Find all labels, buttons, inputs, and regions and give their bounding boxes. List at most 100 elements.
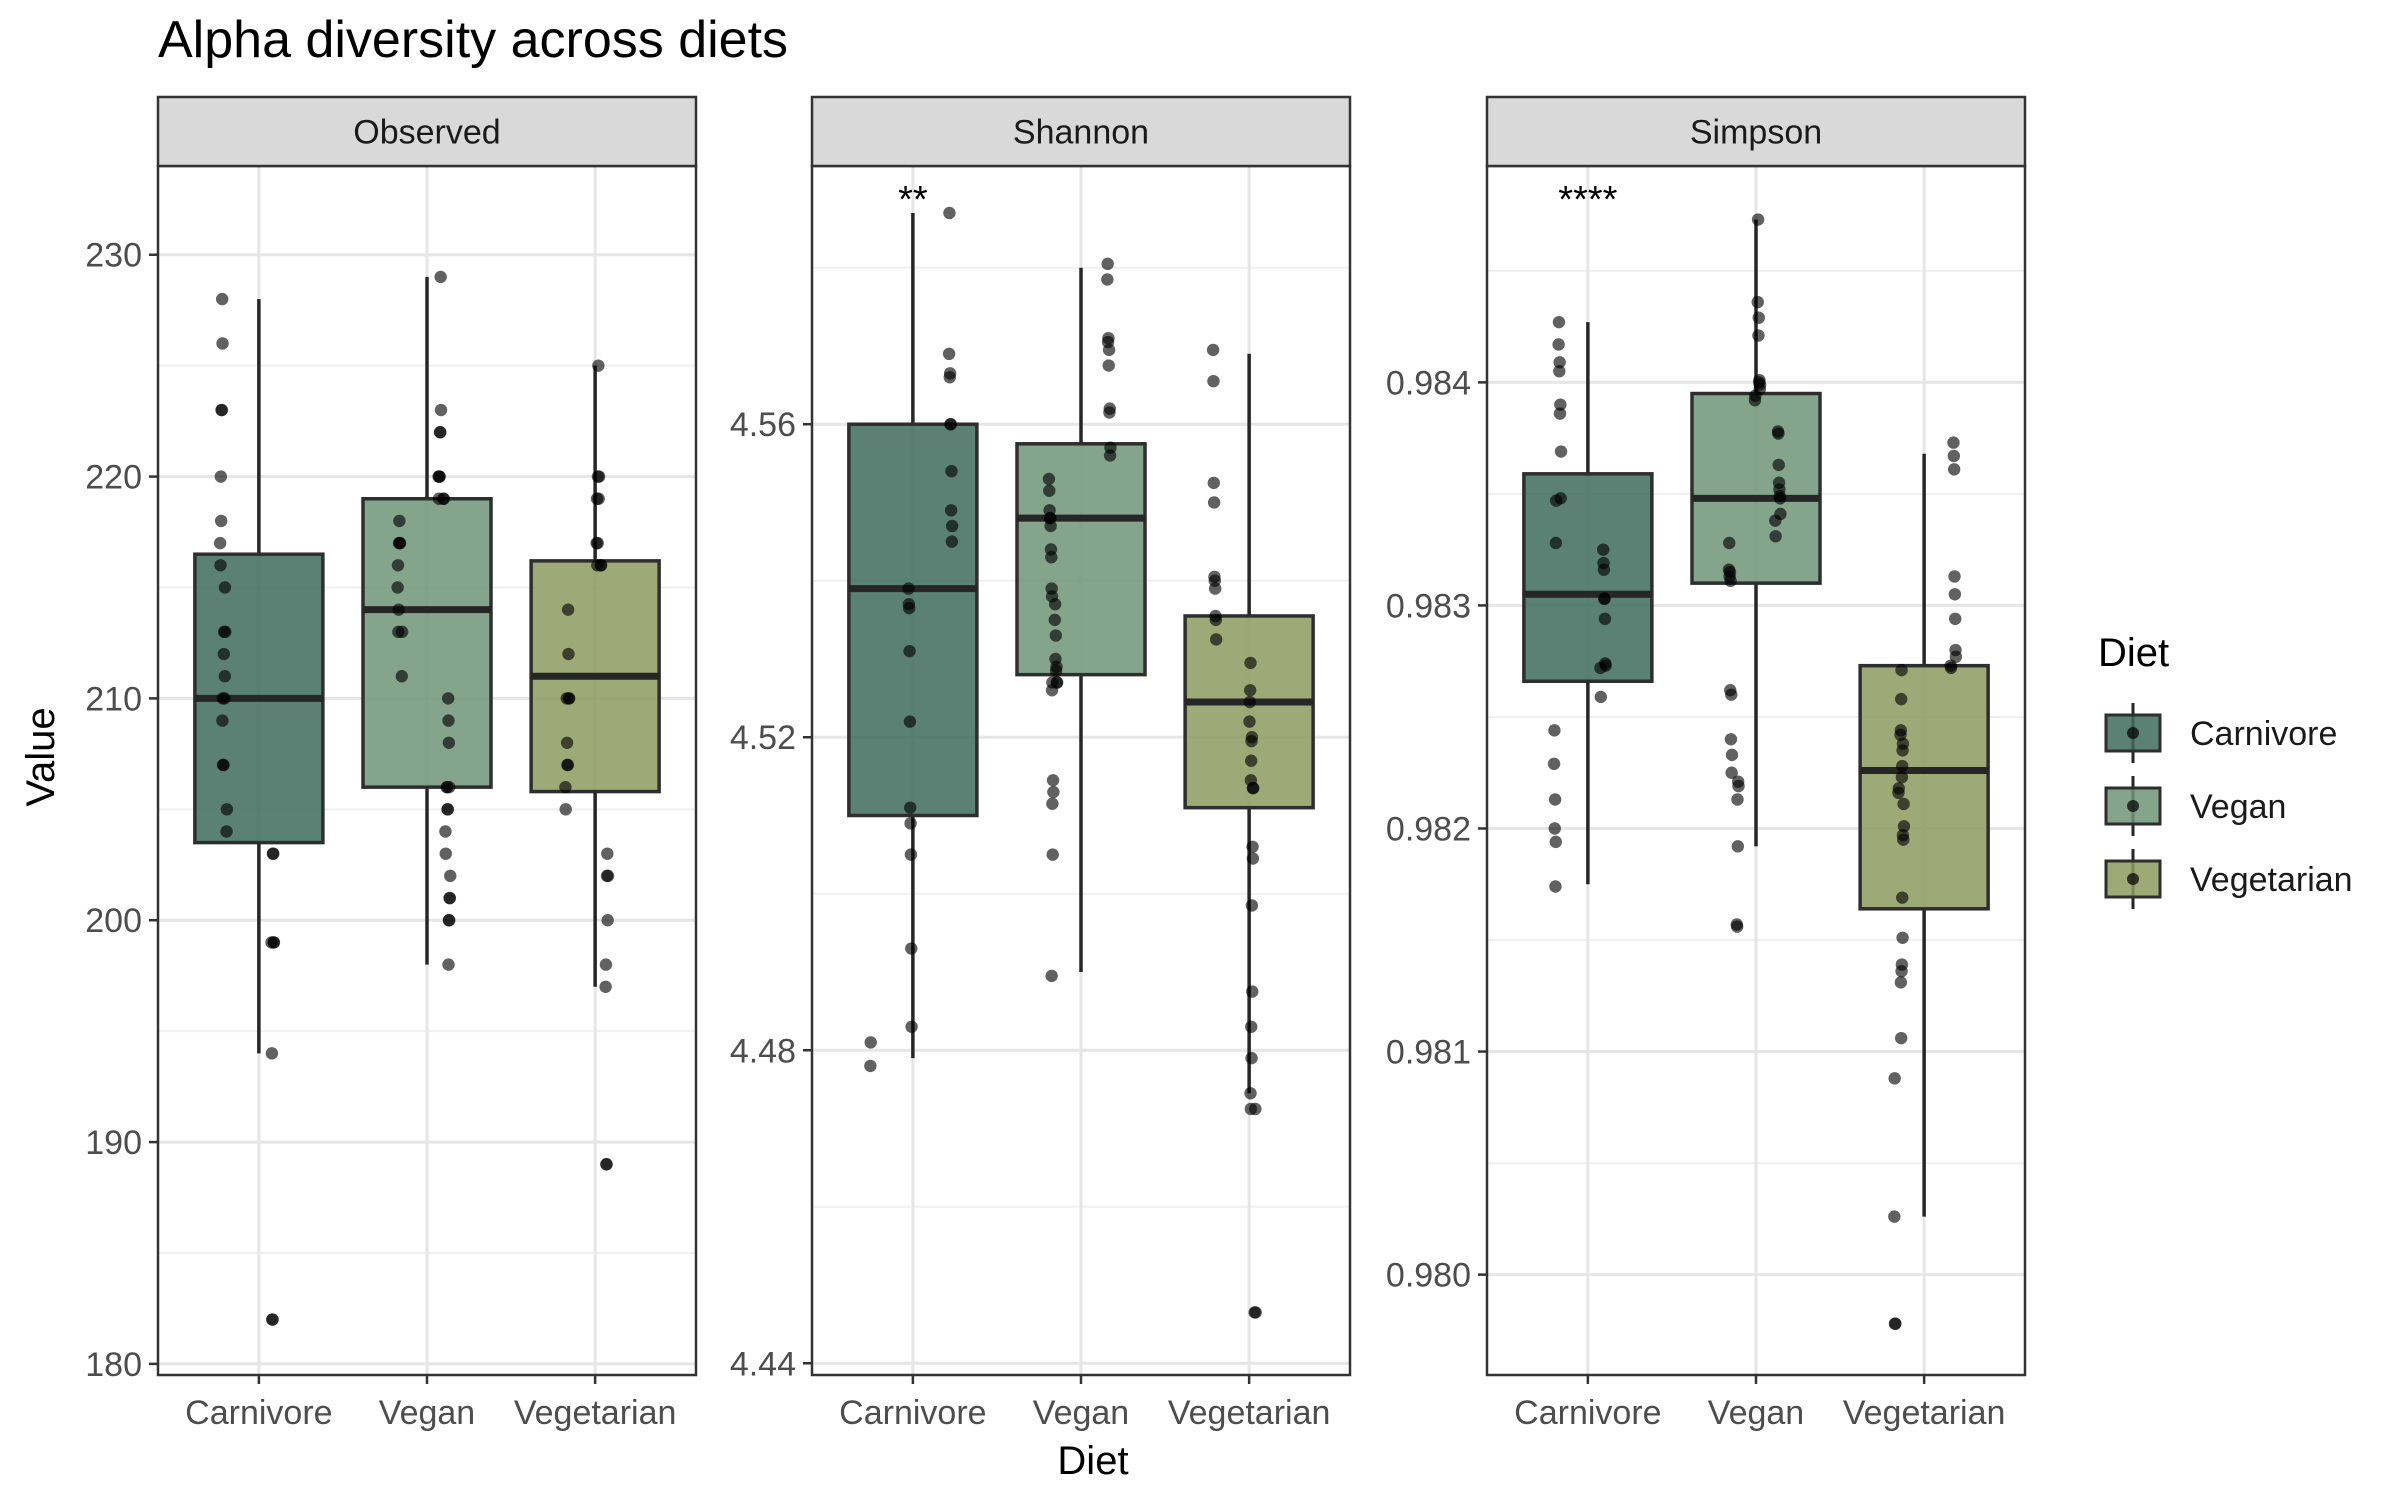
data-point <box>265 1047 279 1060</box>
legend-label: Carnivore <box>2190 715 2337 753</box>
data-point <box>1944 661 1958 675</box>
data-point <box>1550 494 1563 507</box>
data-point <box>1045 969 1058 983</box>
data-point <box>1209 613 1223 627</box>
data-point <box>434 270 447 284</box>
data-point <box>1101 273 1114 286</box>
box-vegan <box>1015 257 1147 983</box>
x-tick-label: Vegan <box>379 1394 475 1432</box>
data-point <box>1773 492 1787 505</box>
data-point <box>1895 663 1908 677</box>
data-point <box>1243 695 1257 709</box>
data-point <box>903 644 916 658</box>
data-point <box>905 942 918 955</box>
data-point <box>218 581 232 594</box>
data-point <box>213 536 227 550</box>
legend-key-point <box>2127 873 2139 885</box>
data-point <box>393 536 406 550</box>
y-tick-label: 0.983 <box>1386 587 1471 625</box>
data-point <box>1731 793 1744 806</box>
x-tick-label: Carnivore <box>839 1394 986 1432</box>
data-point <box>1554 445 1568 458</box>
facet-strip-label: Simpson <box>1690 114 1822 152</box>
data-point <box>1732 779 1745 793</box>
data-point <box>591 536 604 550</box>
x-tick-label: Vegetarian <box>1168 1394 1331 1432</box>
data-point <box>1549 880 1562 893</box>
data-point <box>216 337 229 350</box>
data-point <box>439 847 452 860</box>
data-point <box>945 464 958 478</box>
data-point <box>1597 543 1610 556</box>
data-point <box>1049 629 1063 642</box>
data-point <box>217 625 231 639</box>
data-point <box>1549 536 1563 550</box>
box-iqr <box>847 422 979 818</box>
facet-strip-label: Shannon <box>1013 114 1149 152</box>
points-vegetarian <box>1206 343 1262 1319</box>
data-point <box>943 206 956 220</box>
y-tick-label: 180 <box>85 1346 142 1384</box>
points-carnivore <box>1547 315 1612 893</box>
data-point <box>1207 374 1220 388</box>
y-axis-title: Value <box>19 707 63 806</box>
data-point <box>1948 570 1961 583</box>
data-point <box>1553 356 1566 369</box>
data-point <box>945 535 959 548</box>
y-tick-label: 4.52 <box>730 719 796 757</box>
x-tick-label: Carnivore <box>185 1394 332 1432</box>
data-point <box>1044 519 1057 533</box>
panel-shannon: 4.44 4.48 4.52 4.56 Carnivore Vegan Vegetarian… <box>730 95 1352 1432</box>
y-tick-label: 0.984 <box>1386 364 1471 402</box>
data-point <box>1248 1306 1261 1319</box>
data-point <box>600 1158 613 1171</box>
data-point <box>1597 563 1611 576</box>
data-point <box>599 958 613 971</box>
data-point <box>443 891 456 905</box>
data-point <box>216 758 230 772</box>
data-point <box>562 647 575 661</box>
data-point <box>214 470 228 483</box>
points-vegan <box>1722 213 1787 933</box>
data-point <box>1103 406 1116 419</box>
data-point <box>1725 766 1738 779</box>
significance-annotation: **** <box>1558 179 1617 221</box>
data-point <box>1553 407 1567 420</box>
y-tick-label: 190 <box>85 1124 142 1162</box>
facet-strip <box>810 95 1352 168</box>
y-tick-label: 220 <box>85 459 142 497</box>
data-point <box>944 418 957 431</box>
data-point <box>1549 835 1562 849</box>
data-point <box>432 470 445 483</box>
data-point <box>391 559 405 572</box>
data-point <box>864 1036 877 1049</box>
data-point <box>1598 612 1612 626</box>
data-point <box>905 1020 918 1033</box>
data-point <box>559 780 572 794</box>
data-point <box>1769 530 1782 543</box>
x-tick-label: Vegetarian <box>514 1394 677 1432</box>
data-point <box>1046 774 1060 787</box>
data-point <box>1046 848 1059 861</box>
box-vegetarian <box>1183 343 1315 1319</box>
data-point <box>1897 833 1910 846</box>
chart-title: Alpha diversity across diets <box>158 11 788 69</box>
data-point <box>1949 612 1962 626</box>
data-point <box>1896 759 1909 773</box>
data-point <box>1892 786 1905 800</box>
data-point <box>395 625 409 639</box>
x-tick-label: Vegetarian <box>1843 1394 2006 1432</box>
data-point <box>444 869 457 883</box>
data-point <box>904 801 917 814</box>
data-point <box>1207 476 1220 490</box>
data-point <box>1895 958 1909 971</box>
data-point <box>1046 797 1059 810</box>
data-point <box>1245 1051 1258 1065</box>
data-point <box>1043 484 1056 497</box>
box-iqr <box>1522 472 1654 684</box>
data-point <box>1553 365 1566 378</box>
y-tick-label: 210 <box>85 680 142 718</box>
data-point <box>1244 1020 1258 1033</box>
facet-panels: 180 190 200 210 220 230 Carnivore Vegan Vegetari… <box>85 95 2027 1432</box>
box-iqr <box>1858 663 1990 911</box>
